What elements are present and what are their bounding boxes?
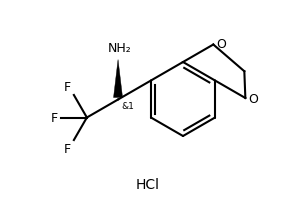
Text: F: F (64, 81, 71, 93)
Text: &1: &1 (121, 102, 134, 111)
Text: HCl: HCl (136, 177, 160, 191)
Text: NH₂: NH₂ (108, 42, 132, 55)
Text: O: O (248, 93, 258, 106)
Text: F: F (51, 111, 58, 124)
Polygon shape (114, 60, 123, 98)
Text: O: O (216, 38, 226, 51)
Text: F: F (64, 142, 71, 155)
